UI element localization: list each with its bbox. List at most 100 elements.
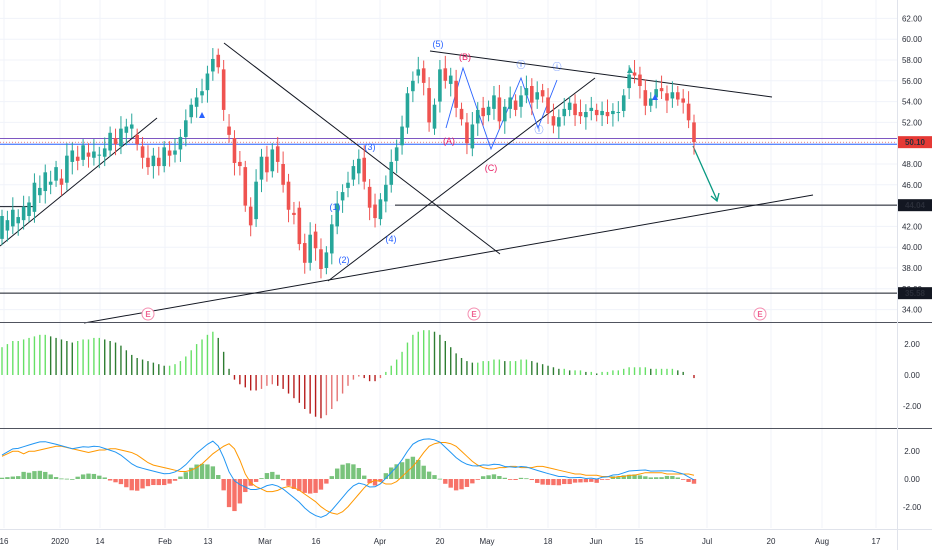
oscillator-bar [5,477,10,479]
price-label-box [898,287,932,300]
oscillator-bar [16,476,21,479]
candle-body [205,73,210,91]
candle-body [270,149,275,172]
candle-body [238,161,242,167]
candle-body [481,107,485,117]
histogram-pane [1,330,695,419]
candle-body [389,161,394,185]
candle-body [329,224,334,254]
oscillator-bar [405,458,410,479]
price-label-box [898,199,932,212]
candle-body [346,182,350,188]
wave-label: (3) [365,142,376,152]
oscillator-bar [648,477,653,479]
time-tick-label: Apr [374,537,387,546]
candle-body [459,108,464,120]
oscillator-bar [259,478,264,479]
candle-body [65,155,69,183]
oscillator-tick-label: -2.00 [903,503,922,512]
candle-body [173,150,177,155]
forecast-arrow-line [692,145,718,201]
trendline-wave-up [327,77,596,282]
candle-body [59,178,64,185]
candle-body [589,107,594,111]
trend-line-drawings[interactable] [0,42,814,324]
oscillator-bar [53,477,59,479]
candle-body [567,102,572,110]
earnings-badge [753,307,767,321]
oscillator-bar [134,479,140,491]
candle-body [475,109,480,124]
candle-body [670,92,675,99]
oscillator-bar [399,462,405,479]
candle-body [216,54,221,68]
oscillator-bar [529,479,535,481]
earnings-badge [467,307,481,321]
oscillator-bar [432,475,437,479]
oscillator-bar [324,479,329,484]
oscillator-bar [594,479,599,483]
signal-line [1,441,695,515]
candle-body [38,187,42,196]
candle-body [286,181,291,210]
oscillator-bar [605,479,610,480]
time-axis[interactable]: 16 2020 14 Feb 13 Mar 16 Apr 20 May 18 Jun 15 Jul 20 Au… [0,537,881,546]
oscillator-bar [232,479,237,512]
wave-label: (1) [330,202,341,212]
candle-body [248,206,253,226]
oscillator-bar [21,471,26,479]
oscillator-bar [599,479,605,480]
candle-body [21,206,26,221]
candle-body [632,72,637,76]
oscillator-bar [567,479,572,485]
oscillator-bar [91,473,97,479]
candle-body [308,234,312,263]
oscillator-bar [507,479,513,480]
oscillator-bar [345,463,351,479]
candle-body [465,122,469,144]
candle-body [194,97,199,107]
candle-body [448,75,453,84]
price-tick-label: 38.00 [902,264,923,273]
time-tick-label: Aug [815,537,829,546]
candle-body [184,120,188,137]
oscillator-bar [297,479,302,491]
oscillator-bar [491,474,497,479]
candle-body [11,209,15,227]
oscillator-bar [64,478,70,480]
pivot-marker [627,67,633,73]
oscillator-bar [97,475,102,479]
trendline-resistance [429,50,773,98]
oscillator-bar [129,479,134,491]
oscillator-bar [367,479,372,484]
oscillator-bar [118,479,124,485]
candle-body [519,95,523,107]
candle-body [546,97,550,114]
candle-body [405,93,410,128]
candle-body [557,117,561,127]
candle-body [502,106,507,122]
candle-body [86,152,91,157]
candle-body [443,68,448,81]
oscillator-bar [437,478,443,480]
candle-body [427,88,431,123]
candle-body [259,156,264,180]
oscillator-bar [470,479,475,484]
oscillator-bar [643,476,648,479]
oscillator-bar [475,479,480,480]
price-axis[interactable]: 62.0060.0058.0056.0054.0052.0050.0048.00… [902,14,923,512]
oscillator-bar [156,479,161,486]
oscillator-bar [394,464,399,479]
oscillator-bar [583,479,589,483]
oscillator-bar [632,474,637,479]
trendline-support [83,194,814,324]
oscillator-bar [486,475,491,479]
candle-body [421,68,426,83]
candle-body [578,112,583,117]
oscillator-bar [302,479,307,493]
oscillator-bar [372,479,378,486]
candle-body [48,181,53,185]
